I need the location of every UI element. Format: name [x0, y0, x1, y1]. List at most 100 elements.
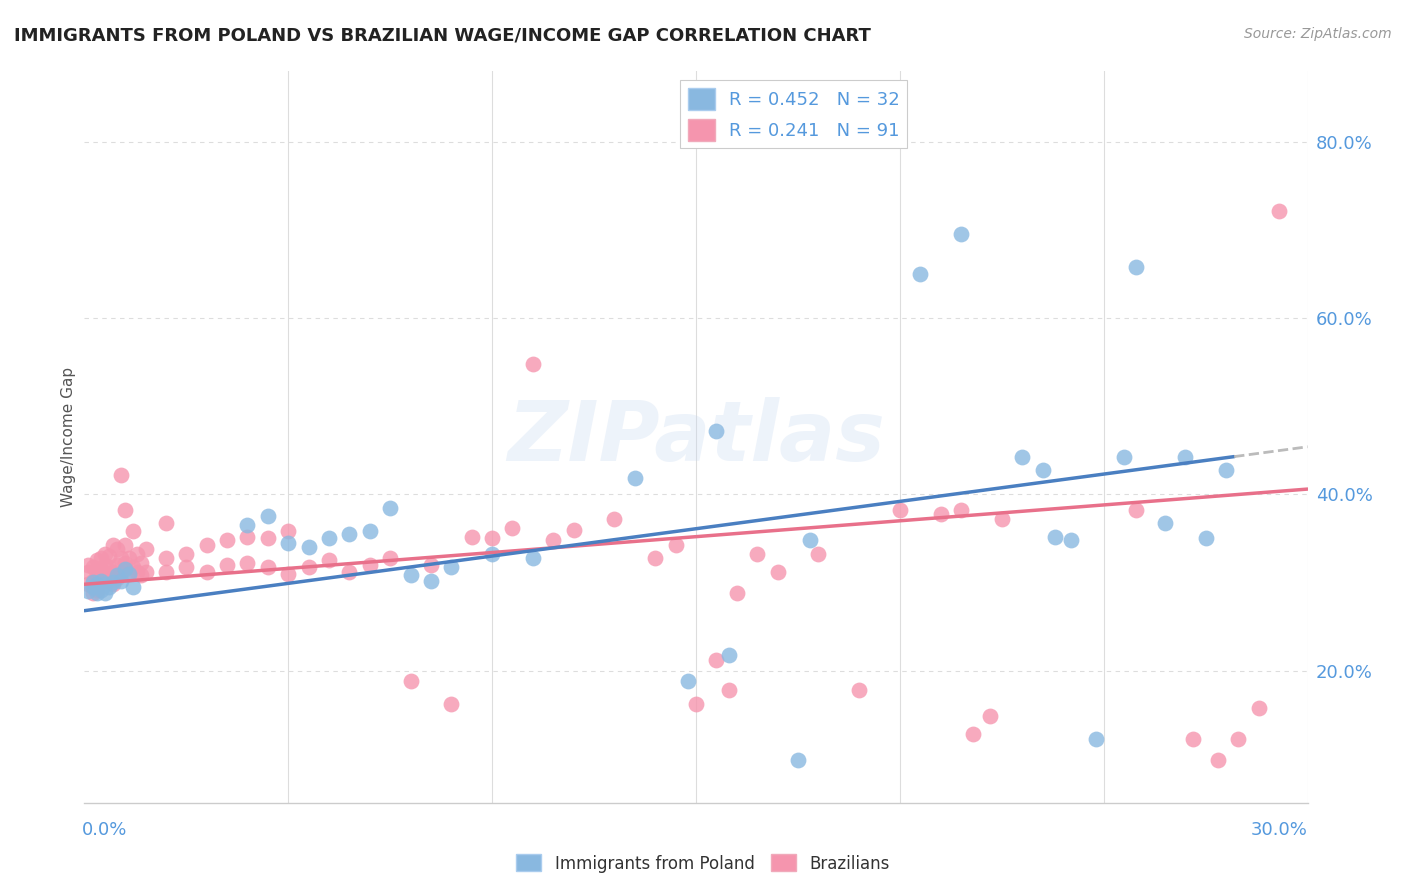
Point	[624, 471, 647, 485]
Point	[787, 754, 810, 768]
Point	[420, 558, 443, 572]
Point	[799, 533, 821, 548]
Point	[135, 541, 157, 556]
Point	[127, 565, 149, 579]
Point	[962, 727, 984, 741]
Point	[97, 559, 120, 574]
Point	[122, 580, 145, 594]
Point	[101, 575, 124, 590]
Point	[77, 584, 100, 599]
Point	[1247, 700, 1270, 714]
Point	[82, 586, 104, 600]
Point	[105, 558, 128, 572]
Point	[318, 532, 340, 546]
Point	[380, 550, 402, 565]
Point	[1011, 450, 1033, 465]
Point	[118, 566, 141, 581]
Point	[543, 533, 565, 548]
Point	[725, 586, 748, 600]
Point	[277, 524, 299, 539]
Point	[86, 582, 108, 597]
Point	[114, 503, 136, 517]
Point	[77, 558, 100, 572]
Point	[298, 540, 321, 554]
Point	[86, 566, 108, 581]
Point	[522, 357, 544, 371]
Point	[644, 550, 666, 565]
Point	[93, 568, 117, 582]
Point	[1195, 532, 1218, 546]
Point	[105, 571, 128, 585]
Point	[236, 556, 259, 570]
Point	[82, 580, 104, 594]
Point	[420, 574, 443, 588]
Point	[114, 539, 136, 553]
Point	[176, 547, 198, 561]
Point	[717, 683, 740, 698]
Point	[1227, 732, 1250, 747]
Point	[110, 565, 132, 579]
Point	[1125, 503, 1147, 517]
Point	[339, 527, 361, 541]
Point	[101, 577, 124, 591]
Point	[93, 558, 117, 572]
Point	[1032, 463, 1054, 477]
Point	[1125, 260, 1147, 274]
Y-axis label: Wage/Income Gap: Wage/Income Gap	[60, 367, 76, 508]
Point	[318, 553, 340, 567]
Point	[217, 533, 239, 548]
Point	[889, 503, 911, 517]
Point	[82, 574, 104, 588]
Point	[1084, 732, 1107, 747]
Point	[131, 556, 153, 570]
Point	[1182, 732, 1205, 747]
Text: 0.0%: 0.0%	[82, 821, 128, 839]
Point	[950, 227, 973, 242]
Point	[101, 539, 124, 553]
Point	[176, 559, 198, 574]
Point	[110, 574, 132, 588]
Point	[122, 559, 145, 574]
Point	[1206, 754, 1229, 768]
Point	[105, 568, 128, 582]
Point	[90, 574, 112, 588]
Point	[114, 556, 136, 570]
Text: 30.0%: 30.0%	[1251, 821, 1308, 839]
Point	[236, 530, 259, 544]
Point	[195, 565, 218, 579]
Point	[217, 558, 239, 572]
Point	[90, 562, 112, 576]
Text: IMMIGRANTS FROM POLAND VS BRAZILIAN WAGE/INCOME GAP CORRELATION CHART: IMMIGRANTS FROM POLAND VS BRAZILIAN WAGE…	[14, 27, 870, 45]
Point	[399, 674, 422, 689]
Point	[399, 568, 422, 582]
Point	[440, 697, 463, 711]
Point	[1154, 516, 1177, 530]
Point	[82, 559, 104, 574]
Point	[97, 574, 120, 588]
Point	[135, 565, 157, 579]
Point	[481, 547, 503, 561]
Point	[122, 524, 145, 539]
Point	[706, 424, 728, 438]
Legend: R = 0.452   N = 32, R = 0.241   N = 91: R = 0.452 N = 32, R = 0.241 N = 91	[681, 80, 907, 148]
Point	[82, 575, 104, 590]
Point	[359, 558, 381, 572]
Legend: Immigrants from Poland, Brazilians: Immigrants from Poland, Brazilians	[509, 847, 897, 880]
Point	[440, 559, 463, 574]
Point	[359, 524, 381, 539]
Point	[339, 565, 361, 579]
Point	[481, 532, 503, 546]
Point	[502, 521, 524, 535]
Point	[77, 577, 100, 591]
Point	[257, 509, 280, 524]
Point	[118, 550, 141, 565]
Point	[114, 562, 136, 576]
Point	[1215, 463, 1237, 477]
Point	[97, 580, 120, 594]
Point	[127, 547, 149, 561]
Point	[298, 559, 321, 574]
Point	[1174, 450, 1197, 465]
Point	[676, 674, 699, 689]
Point	[118, 565, 141, 579]
Point	[950, 503, 973, 517]
